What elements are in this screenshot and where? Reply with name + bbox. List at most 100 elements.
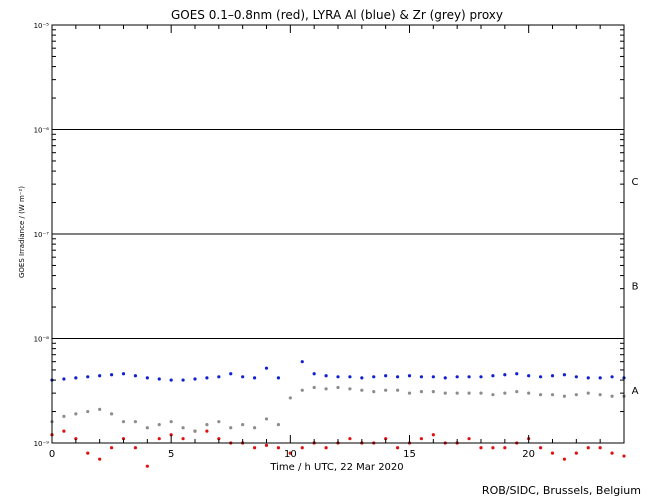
- point: [109, 412, 114, 416]
- point: [145, 464, 149, 468]
- point: [324, 446, 328, 450]
- point: [395, 388, 400, 392]
- point: [586, 376, 590, 380]
- point: [527, 374, 531, 378]
- point: [157, 422, 161, 427]
- point: [419, 375, 424, 379]
- point: [229, 372, 233, 376]
- point: [622, 454, 626, 458]
- point: [419, 437, 424, 441]
- point: [431, 375, 435, 379]
- point: [562, 457, 567, 461]
- point: [419, 390, 424, 394]
- point: [145, 376, 149, 380]
- point: [229, 426, 233, 430]
- point: [193, 377, 197, 381]
- point: [62, 429, 66, 433]
- point: [431, 390, 435, 394]
- y-tick-label: 10⁻⁷: [34, 231, 50, 239]
- point: [98, 374, 102, 378]
- point: [312, 385, 316, 390]
- class-label-a: A: [632, 386, 639, 397]
- point: [443, 376, 447, 380]
- x-tick-label: 15: [403, 449, 416, 460]
- point: [288, 396, 292, 400]
- point: [455, 375, 459, 379]
- point: [431, 433, 435, 437]
- point: [479, 375, 483, 379]
- point: [407, 391, 412, 395]
- point: [300, 446, 304, 450]
- point: [133, 446, 138, 450]
- point: [550, 393, 555, 397]
- point: [241, 375, 245, 379]
- point: [252, 376, 257, 380]
- class-lines: [52, 129, 624, 339]
- point: [121, 372, 126, 376]
- point: [181, 378, 185, 382]
- point: [455, 391, 459, 395]
- point: [74, 412, 78, 416]
- tick-labels: A B C 0 5 10 15 20 10⁻⁹ 10⁻⁸ 10⁻⁷ 10⁻⁶ 10⁻⁵: [34, 22, 639, 460]
- y-tick-label: 10⁻⁵: [34, 22, 50, 30]
- point: [574, 375, 578, 379]
- point: [515, 390, 519, 394]
- point: [598, 393, 602, 397]
- point: [384, 388, 388, 392]
- point: [157, 437, 161, 441]
- point: [288, 451, 292, 455]
- point: [348, 375, 352, 379]
- point: [324, 387, 328, 391]
- point: [276, 422, 281, 427]
- axes: [51, 24, 625, 444]
- point: [574, 393, 578, 397]
- point: [491, 393, 495, 397]
- class-label-b: B: [632, 282, 639, 293]
- point: [300, 360, 304, 364]
- point: [527, 391, 531, 395]
- point: [109, 446, 114, 450]
- point: [86, 409, 90, 414]
- point: [252, 446, 257, 450]
- point: [157, 377, 161, 381]
- x-tick-label: 10: [284, 449, 297, 460]
- point: [550, 451, 555, 455]
- point: [467, 391, 471, 395]
- point: [348, 387, 352, 391]
- x-tick-label: 0: [49, 449, 55, 460]
- point: [479, 446, 483, 450]
- point: [264, 417, 269, 421]
- y-tick-label: 10⁻⁶: [34, 127, 50, 135]
- point: [443, 391, 447, 395]
- point: [133, 420, 138, 424]
- point: [598, 446, 602, 450]
- point: [491, 374, 495, 378]
- point: [586, 446, 590, 450]
- point: [467, 437, 471, 441]
- y-tick-label: 10⁻⁹: [34, 440, 50, 448]
- point: [98, 407, 102, 411]
- point: [169, 420, 173, 424]
- point: [205, 422, 209, 427]
- point: [574, 451, 578, 455]
- point: [491, 446, 495, 450]
- point: [62, 414, 66, 418]
- x-tick-label: 5: [168, 449, 174, 460]
- point: [360, 388, 364, 392]
- point: [550, 374, 555, 378]
- point: [372, 390, 376, 394]
- point: [503, 446, 507, 450]
- y-axis-label-group: GOES Irradiance / (W m⁻²): [18, 186, 26, 278]
- point: [312, 372, 316, 376]
- point: [336, 375, 340, 379]
- point: [169, 378, 173, 382]
- point: [503, 373, 507, 377]
- point: [479, 391, 483, 395]
- point: [360, 376, 364, 380]
- point: [264, 443, 269, 447]
- y-axis-label: GOES Irradiance / (W m⁻²): [18, 186, 26, 278]
- data-points: [50, 360, 626, 468]
- point: [62, 377, 66, 381]
- y-tick-label: 10⁻⁸: [34, 336, 50, 344]
